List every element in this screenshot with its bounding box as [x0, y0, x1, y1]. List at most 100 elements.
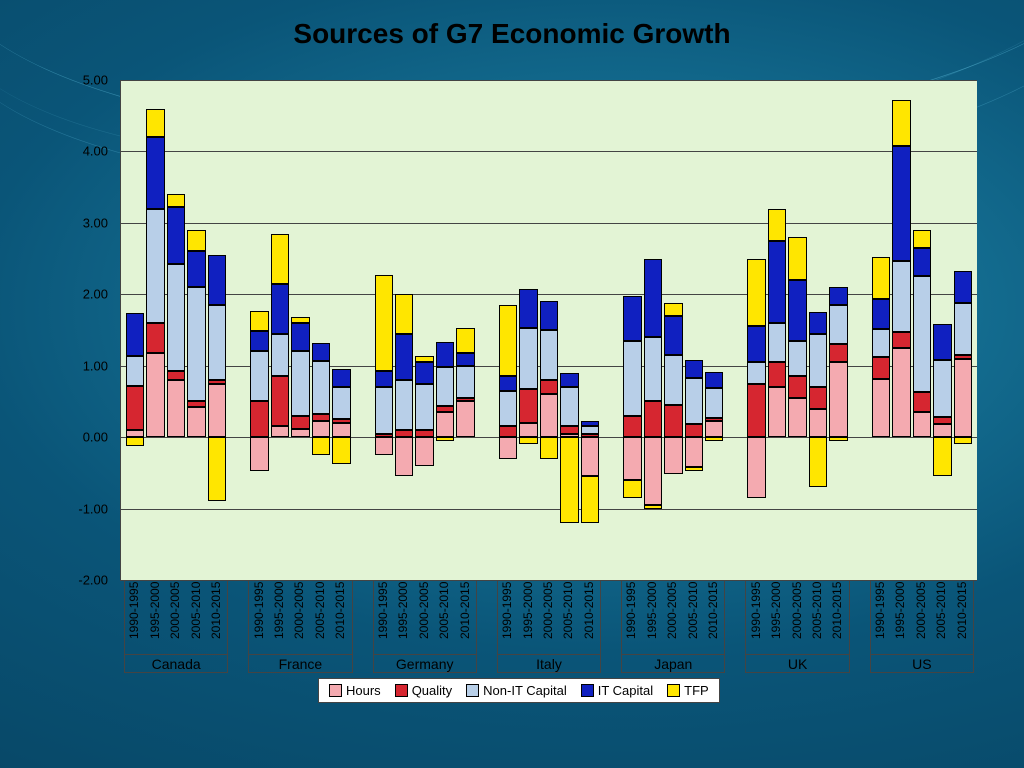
chart-title: Sources of G7 Economic Growth — [0, 18, 1024, 50]
bar-segment-hours — [788, 398, 806, 437]
bar-segment-hours — [685, 437, 703, 467]
x-period-group-box — [745, 580, 849, 655]
bar-segment-quality — [644, 401, 662, 437]
x-country-label: UK — [745, 654, 849, 673]
bar-segment-it-capital — [519, 289, 537, 328]
bar-segment-hours — [271, 426, 289, 437]
bar-segment-quality — [705, 418, 723, 422]
bar-segment-non-it-capital — [560, 387, 578, 426]
legend-swatch — [581, 684, 594, 697]
bar-segment-hours — [415, 437, 433, 466]
bar-segment-it-capital — [768, 241, 786, 323]
bar-segment-tfp — [644, 505, 662, 509]
bar-segment-quality — [250, 401, 268, 437]
bar-segment-non-it-capital — [747, 362, 765, 383]
legend-item-it-capital: IT Capital — [581, 683, 653, 698]
legend-label: Non-IT Capital — [483, 683, 567, 698]
gridline — [121, 294, 977, 295]
bar-segment-quality — [540, 380, 558, 394]
bar-segment-it-capital — [540, 301, 558, 330]
bar-segment-non-it-capital — [788, 341, 806, 377]
bar-segment-non-it-capital — [436, 367, 454, 406]
legend-item-quality: Quality — [395, 683, 452, 698]
legend-label: Hours — [346, 683, 381, 698]
x-period-group-box — [870, 580, 974, 655]
legend-item-tfp: TFP — [667, 683, 709, 698]
bar-segment-tfp — [271, 234, 289, 284]
bar-segment-quality — [768, 362, 786, 387]
gridline — [121, 151, 977, 152]
bar-segment-it-capital — [809, 312, 827, 333]
bar-segment-non-it-capital — [872, 329, 890, 358]
bar-segment-hours — [581, 437, 599, 476]
bar-segment-non-it-capital — [540, 330, 558, 380]
bar-segment-hours — [291, 429, 309, 438]
bar-segment-tfp — [705, 437, 723, 441]
bar-segment-it-capital — [685, 360, 703, 378]
bar-segment-it-capital — [623, 296, 641, 340]
bar-segment-hours — [933, 424, 951, 437]
bar-segment-non-it-capital — [581, 426, 599, 433]
bar-segment-quality — [954, 355, 972, 359]
bar-segment-non-it-capital — [456, 366, 474, 398]
bar-segment-it-capital — [664, 316, 682, 355]
y-axis-label: -1.00 — [48, 501, 108, 516]
bar-segment-it-capital — [581, 421, 599, 427]
bar-segment-hours — [809, 409, 827, 438]
bar-segment-non-it-capital — [768, 323, 786, 362]
y-axis-label: 2.00 — [48, 287, 108, 302]
legend-label: TFP — [684, 683, 709, 698]
bar-segment-tfp — [167, 194, 185, 207]
bar-segment-it-capital — [312, 343, 330, 361]
bar-segment-tfp — [415, 356, 433, 362]
chart-area: -2.00-1.000.001.002.003.004.005.00 1990-… — [50, 80, 980, 700]
bar-segment-non-it-capital — [829, 305, 847, 344]
bar-segment-it-capital — [456, 353, 474, 366]
bar-segment-tfp — [892, 100, 910, 146]
legend-item-hours: Hours — [329, 683, 381, 698]
bar-segment-tfp — [208, 437, 226, 501]
bar-segment-quality — [291, 416, 309, 429]
bar-segment-non-it-capital — [375, 387, 393, 433]
y-axis-label: 0.00 — [48, 430, 108, 445]
bar-segment-non-it-capital — [271, 334, 289, 377]
bar-segment-quality — [829, 344, 847, 362]
x-period-group-box — [497, 580, 601, 655]
bar-segment-it-capital — [291, 323, 309, 352]
bar-segment-it-capital — [499, 376, 517, 390]
bar-segment-tfp — [685, 467, 703, 471]
x-country-label: US — [870, 654, 974, 673]
bar-segment-quality — [146, 323, 164, 353]
bar-segment-hours — [146, 353, 164, 437]
bar-segment-hours — [664, 437, 682, 474]
bar-segment-hours — [499, 437, 517, 458]
bar-segment-quality — [208, 380, 226, 384]
bar-segment-hours — [332, 423, 350, 437]
bar-segment-it-capital — [126, 313, 144, 356]
legend-item-non-it-capital: Non-IT Capital — [466, 683, 567, 698]
bar-segment-non-it-capital — [623, 341, 641, 416]
bar-segment-tfp — [872, 257, 890, 298]
bar-segment-tfp — [623, 480, 641, 498]
bar-segment-it-capital — [208, 255, 226, 305]
bar-segment-hours — [208, 384, 226, 438]
bar-segment-tfp — [436, 437, 454, 441]
bar-segment-it-capital — [872, 299, 890, 329]
legend-swatch — [466, 684, 479, 697]
bar-segment-tfp — [809, 437, 827, 487]
bar-segment-it-capital — [146, 137, 164, 208]
bar-segment-non-it-capital — [933, 360, 951, 417]
bar-segment-quality — [664, 405, 682, 437]
bar-segment-non-it-capital — [519, 328, 537, 389]
bar-segment-quality — [892, 332, 910, 348]
bar-segment-non-it-capital — [685, 378, 703, 424]
bar-segment-non-it-capital — [809, 334, 827, 388]
bar-segment-tfp — [540, 437, 558, 458]
bar-segment-non-it-capital — [913, 276, 931, 392]
bar-segment-non-it-capital — [312, 361, 330, 415]
bar-segment-quality — [581, 434, 599, 438]
legend: Hours Quality Non-IT Capital IT Capital TFP — [318, 678, 720, 703]
bar-segment-tfp — [768, 209, 786, 241]
bar-segment-it-capital — [933, 324, 951, 360]
bar-segment-non-it-capital — [644, 337, 662, 401]
